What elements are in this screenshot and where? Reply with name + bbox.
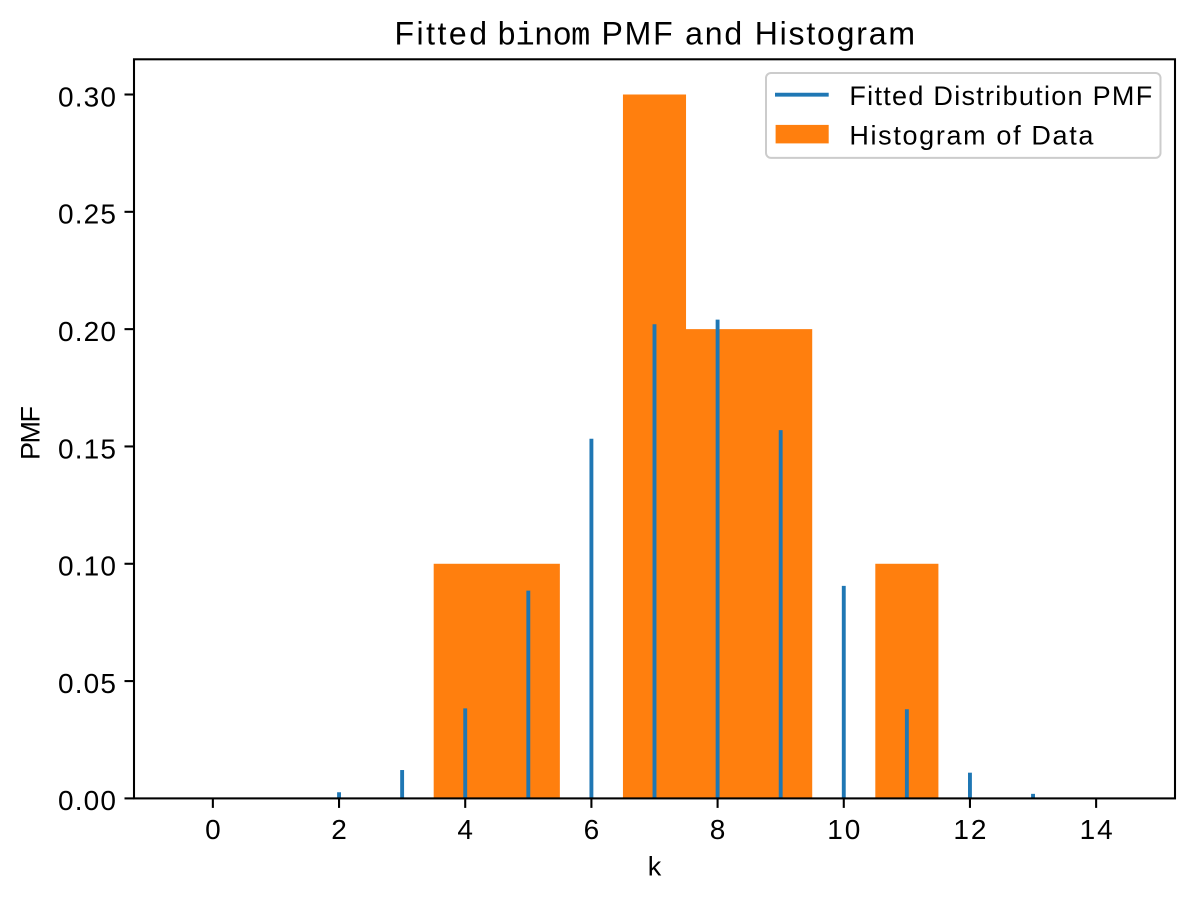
svg-text:0.00: 0.00 [58, 785, 116, 816]
svg-text:0.30: 0.30 [58, 81, 116, 112]
svg-text:6: 6 [584, 814, 600, 845]
svg-text:2: 2 [331, 814, 347, 845]
svg-text:4: 4 [457, 814, 473, 845]
svg-text:Fitted: Fitted [395, 16, 488, 52]
svg-text:10: 10 [827, 814, 860, 845]
svg-text:0.15: 0.15 [58, 433, 116, 464]
svg-text:14: 14 [1080, 814, 1113, 845]
svg-text:0.05: 0.05 [58, 668, 116, 699]
svg-text:k: k [648, 852, 662, 882]
svg-text:binom: binom [497, 18, 590, 55]
svg-text:PMF and Histogram: PMF and Histogram [602, 16, 916, 52]
svg-text:0.10: 0.10 [58, 551, 116, 582]
svg-text:Histogram of Data: Histogram of Data [849, 120, 1094, 150]
svg-text:Fitted Distribution PMF: Fitted Distribution PMF [849, 81, 1152, 111]
svg-text:0.25: 0.25 [58, 199, 116, 230]
svg-text:12: 12 [953, 814, 986, 845]
svg-text:8: 8 [710, 814, 726, 845]
svg-text:PMF: PMF [16, 406, 46, 460]
svg-text:0: 0 [205, 814, 221, 845]
svg-text:0.20: 0.20 [58, 316, 116, 347]
